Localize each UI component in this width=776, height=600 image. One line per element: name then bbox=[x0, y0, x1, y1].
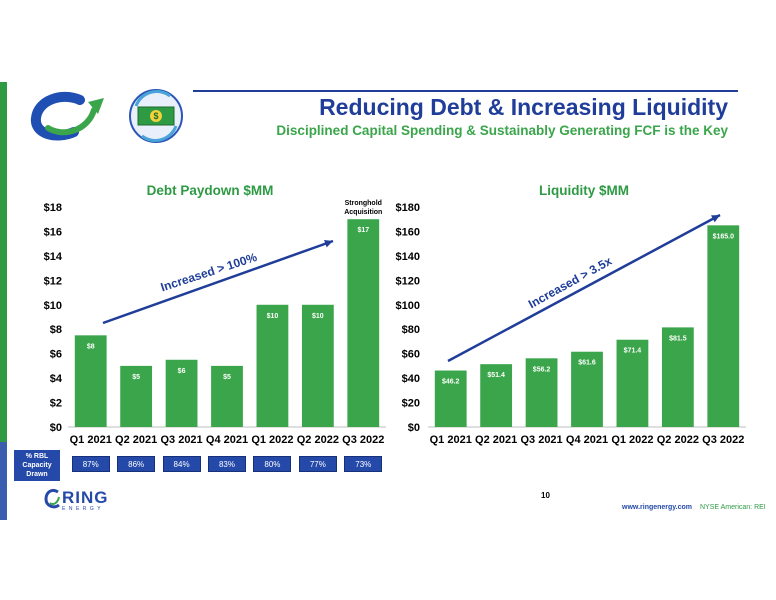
liq-category-label: Q3 2022 bbox=[702, 434, 744, 446]
rbl-label-line: Drawn bbox=[26, 471, 48, 478]
liq-category-label: Q4 2021 bbox=[566, 434, 608, 446]
debt-bar bbox=[74, 335, 107, 427]
liq-category-label: Q3 2021 bbox=[520, 434, 562, 446]
debt-category-label: Q1 2021 bbox=[70, 434, 112, 446]
liq-bar-data-label: $46.2 bbox=[442, 379, 460, 386]
debt-ytick-label: $16 bbox=[44, 226, 62, 238]
liq-bar-data-label: $56.2 bbox=[533, 366, 551, 373]
ring-footer-logo-icon bbox=[44, 488, 60, 509]
debt-ytick-label: $8 bbox=[50, 324, 62, 336]
debt-bar bbox=[256, 304, 289, 427]
debt-ytick-label: $4 bbox=[50, 373, 63, 385]
liq-category-label: Q2 2021 bbox=[475, 434, 517, 446]
liq-ytick-label: $180 bbox=[396, 202, 420, 214]
page-number: 10 bbox=[541, 491, 550, 500]
ring-swirl-logo-icon bbox=[31, 91, 104, 141]
page-title: Reducing Debt & Increasing Liquidity bbox=[319, 94, 728, 120]
debt-ytick-label: $2 bbox=[50, 398, 62, 410]
debt-bar-data-label: $10 bbox=[312, 313, 324, 320]
rbl-value-box: 84% bbox=[162, 456, 201, 472]
liq-ytick-label: $20 bbox=[402, 398, 420, 410]
debt-bar-data-label: $5 bbox=[132, 374, 140, 381]
debt-bar-data-label: $6 bbox=[178, 368, 186, 375]
liq-bar-data-label: $51.4 bbox=[487, 372, 505, 379]
rbl-value-box: 80% bbox=[253, 456, 292, 472]
debt-bar bbox=[347, 219, 380, 427]
liq-bar bbox=[434, 370, 467, 427]
header-rule bbox=[193, 90, 738, 92]
liq-trend-label: Increased > 3.5x bbox=[526, 254, 614, 312]
debt-trend-arrow bbox=[102, 239, 334, 325]
liq-bar bbox=[480, 364, 513, 427]
left-accent-bar-green bbox=[0, 82, 7, 442]
rbl-label-line: Capacity bbox=[22, 462, 52, 469]
liq-ytick-label: $80 bbox=[402, 324, 420, 336]
liq-ytick-label: $0 bbox=[408, 422, 420, 434]
svg-text:$: $ bbox=[153, 111, 158, 121]
liq-bar bbox=[525, 358, 558, 427]
debt-category-label: Q1 2022 bbox=[251, 434, 293, 446]
liq-bar bbox=[707, 225, 740, 427]
liq-ytick-label: $40 bbox=[402, 373, 420, 385]
rbl-label-line: % RBL bbox=[25, 453, 49, 460]
liq-category-label: Q1 2021 bbox=[430, 434, 472, 446]
rbl-value-box: 86% bbox=[117, 456, 156, 472]
debt-category-label: Q2 2021 bbox=[115, 434, 157, 446]
liq-bar bbox=[661, 327, 694, 427]
rbl-capacity-label: % RBL Capacity Drawn bbox=[14, 450, 60, 481]
liq-bar-data-label: $61.6 bbox=[578, 360, 596, 367]
debt-ytick-label: $18 bbox=[44, 202, 62, 214]
debt-category-label: Q3 2021 bbox=[160, 434, 202, 446]
debt-ytick-label: $0 bbox=[50, 422, 62, 434]
debt-annotation-line: Stronghold bbox=[345, 200, 382, 207]
liq-category-label: Q1 2022 bbox=[611, 434, 653, 446]
rbl-value-box: 73% bbox=[344, 456, 383, 472]
liq-bar-data-label: $81.5 bbox=[669, 335, 687, 342]
liq-category-label: Q2 2022 bbox=[657, 434, 699, 446]
cash-cycle-icon: $ bbox=[129, 89, 183, 143]
liq-bar bbox=[571, 351, 603, 427]
liq-bar bbox=[616, 339, 649, 427]
liq-ytick-label: $140 bbox=[396, 251, 420, 263]
debt-bar bbox=[165, 359, 198, 427]
debt-category-label: Q4 2021 bbox=[206, 434, 248, 446]
debt-bar-data-label: $17 bbox=[357, 227, 369, 234]
liq-bar-data-label: $165.0 bbox=[713, 233, 735, 240]
debt-bar bbox=[120, 365, 153, 427]
rbl-value-box: 83% bbox=[208, 456, 246, 472]
page-subtitle: Disciplined Capital Spending & Sustainab… bbox=[276, 123, 728, 138]
footer-exchange: NYSE American: REI bbox=[700, 504, 766, 511]
debt-bar-data-label: $5 bbox=[223, 374, 231, 381]
rbl-value-box: 77% bbox=[298, 456, 337, 472]
liq-trend-arrow bbox=[447, 213, 721, 363]
liq-bar-data-label: $71.4 bbox=[624, 348, 642, 355]
debt-category-label: Q3 2022 bbox=[342, 434, 384, 446]
debt-ytick-label: $10 bbox=[44, 300, 62, 312]
liq-ytick-label: $60 bbox=[402, 349, 420, 361]
debt-chart-title: Debt Paydown $MM bbox=[147, 183, 274, 198]
liq-ytick-label: $100 bbox=[396, 300, 420, 312]
footer-company-sub: ENERGY bbox=[62, 506, 105, 512]
rbl-value-box: 87% bbox=[71, 456, 110, 472]
debt-bar bbox=[301, 304, 334, 427]
debt-bar-data-label: $8 bbox=[87, 343, 95, 350]
debt-bar bbox=[211, 365, 243, 427]
debt-bar-data-label: $10 bbox=[267, 313, 279, 320]
left-accent-bar-blue bbox=[0, 442, 7, 520]
footer-url[interactable]: www.ringenergy.com bbox=[622, 504, 693, 511]
debt-ytick-label: $12 bbox=[44, 275, 62, 287]
debt-annotation-line: Acquisition bbox=[344, 209, 382, 216]
liq-ytick-label: $120 bbox=[396, 275, 420, 287]
debt-ytick-label: $6 bbox=[50, 349, 62, 361]
debt-trend-arrowhead bbox=[324, 240, 333, 248]
liq-trend-arrowhead bbox=[711, 215, 720, 223]
debt-category-label: Q2 2022 bbox=[297, 434, 339, 446]
liq-ytick-label: $160 bbox=[396, 226, 420, 238]
debt-ytick-label: $14 bbox=[44, 251, 63, 263]
footer-company-name: RING bbox=[62, 488, 109, 507]
liq-chart-title: Liquidity $MM bbox=[539, 183, 629, 198]
